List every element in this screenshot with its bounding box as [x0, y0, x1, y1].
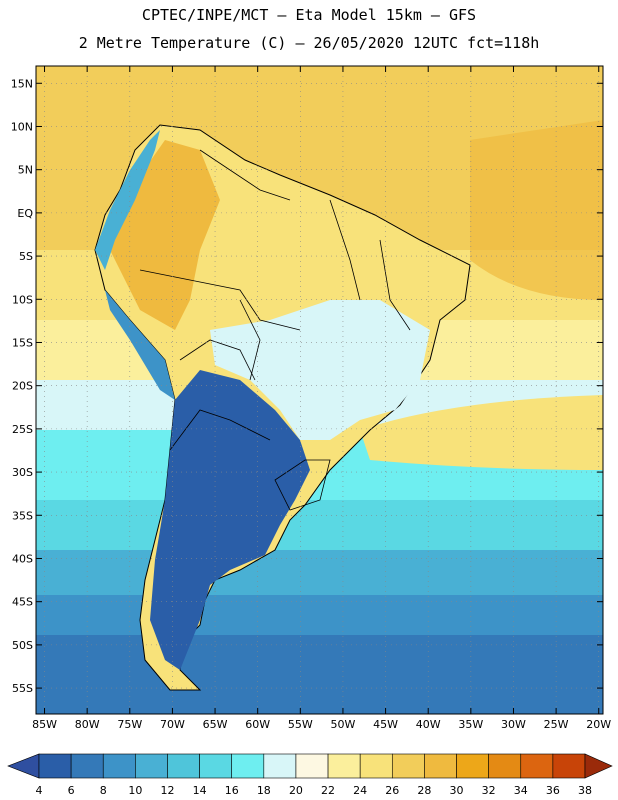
lat-label: EQ [17, 207, 33, 220]
central-cool-region [210, 300, 430, 440]
colorbar-label: 10 [128, 784, 142, 797]
lat-label: 35S [12, 509, 33, 522]
colorbar-label: 26 [385, 784, 399, 797]
colorbar-swatch [327, 753, 361, 779]
lon-label: 80W [75, 718, 100, 731]
colorbar-label: 4 [36, 784, 43, 797]
ocean-band-10 [36, 595, 603, 635]
lat-label: 20S [12, 380, 33, 393]
lat-label: 40S [12, 552, 33, 565]
colorbar-label: 20 [289, 784, 303, 797]
colorbar-swatch [199, 753, 233, 779]
axis-ticks [36, 66, 603, 714]
colorbar-label: 32 [482, 784, 496, 797]
lon-label: 45W [373, 718, 398, 731]
lon-label: 25W [544, 718, 569, 731]
lat-label: 45S [12, 596, 33, 609]
lat-label: 15S [12, 336, 33, 349]
colorbar-label: 16 [225, 784, 239, 797]
colorbar-label: 38 [578, 784, 592, 797]
colorbar-swatch [167, 753, 200, 779]
lon-label: 60W [245, 718, 270, 731]
map-title-line1: CPTEC/INPE/MCT – Eta Model 15km – GFS [141, 6, 477, 24]
lat-label: 50S [12, 639, 33, 652]
colorbar-label: 34 [514, 784, 528, 797]
lon-label: 35W [458, 718, 483, 731]
ocean-band-14 [36, 500, 603, 550]
colorbar-swatch [520, 753, 554, 779]
colorbar-label: 36 [546, 784, 560, 797]
lon-label: 30W [501, 718, 526, 731]
ocean-band-12 [36, 550, 603, 595]
colorbar-swatch [456, 753, 489, 779]
lat-label: 10S [12, 293, 33, 306]
lon-label: 55W [288, 718, 313, 731]
colorbar-label: 28 [417, 784, 431, 797]
temperature-map: 15N 10N 5N EQ 5S 10S 15S 20S 25S 30S 35S 40S 45S 50S 5… [11, 65, 611, 731]
colorbar-swatch [391, 753, 425, 779]
colorbar-label: 30 [450, 784, 464, 797]
lon-label: 65W [203, 718, 228, 731]
colorbar-label: 18 [257, 784, 271, 797]
colorbar-swatch [263, 753, 297, 779]
colorbar-label: 6 [68, 784, 75, 797]
lon-label: 70W [160, 718, 185, 731]
graticule [36, 66, 603, 714]
colorbar-swatch [552, 753, 586, 779]
colorbar-over-arrow [584, 753, 613, 779]
colorbar-swatch [295, 753, 329, 779]
colorbar-swatch [38, 753, 72, 779]
colorbar-label: 12 [160, 784, 174, 797]
map-title-line2: 2 Metre Temperature (C) – 26/05/2020 12U… [78, 34, 540, 52]
andes-cool-strip [95, 130, 160, 270]
atlantic-warm-tongue [360, 395, 603, 470]
lon-label: 85W [32, 718, 57, 731]
map-frame [35, 65, 604, 715]
chile-coast-strip [105, 290, 175, 400]
colorbar-swatch [488, 753, 522, 779]
colorbar-legend: 4 6 8 10 12 14 16 18 20 22 24 26 28 30 32 34 36 38 [7, 753, 613, 797]
lat-label: 15N [11, 77, 33, 90]
country-borders [139, 149, 411, 511]
colorbar-swatch [135, 753, 168, 779]
lon-label: 50W [331, 718, 356, 731]
colorbar-label: 8 [100, 784, 107, 797]
lat-label: 30S [12, 466, 33, 479]
longitude-labels: 85W 80W 75W 70W 65W 60W 55W 50W 45W 40W 35W 30W 25W 2… [32, 718, 611, 731]
colorbar-label: 14 [193, 784, 207, 797]
lat-label: 10N [11, 120, 33, 133]
lon-label: 20W [586, 718, 611, 731]
lat-label: 5N [18, 164, 33, 177]
lat-label: 55S [12, 682, 33, 695]
colorbar-swatch [102, 753, 136, 779]
southern-cone-cold [150, 370, 310, 670]
colorbar-swatch [70, 753, 104, 779]
atlantic-warm-core [470, 120, 603, 300]
colorbar-under-arrow [7, 753, 40, 779]
colorbar-label: 22 [321, 784, 335, 797]
colorbar-swatch [359, 753, 393, 779]
lat-label: 5S [19, 250, 33, 263]
ocean-band-8 [36, 635, 603, 714]
lat-label: 25S [12, 423, 33, 436]
lon-label: 75W [117, 718, 142, 731]
lon-label: 40W [416, 718, 441, 731]
latitude-labels: 15N 10N 5N EQ 5S 10S 15S 20S 25S 30S 35S 40S 45S 50S 5… [11, 77, 34, 695]
colorbar-label: 24 [353, 784, 367, 797]
colorbar-swatch [231, 753, 265, 779]
colorbar-swatch [424, 753, 457, 779]
